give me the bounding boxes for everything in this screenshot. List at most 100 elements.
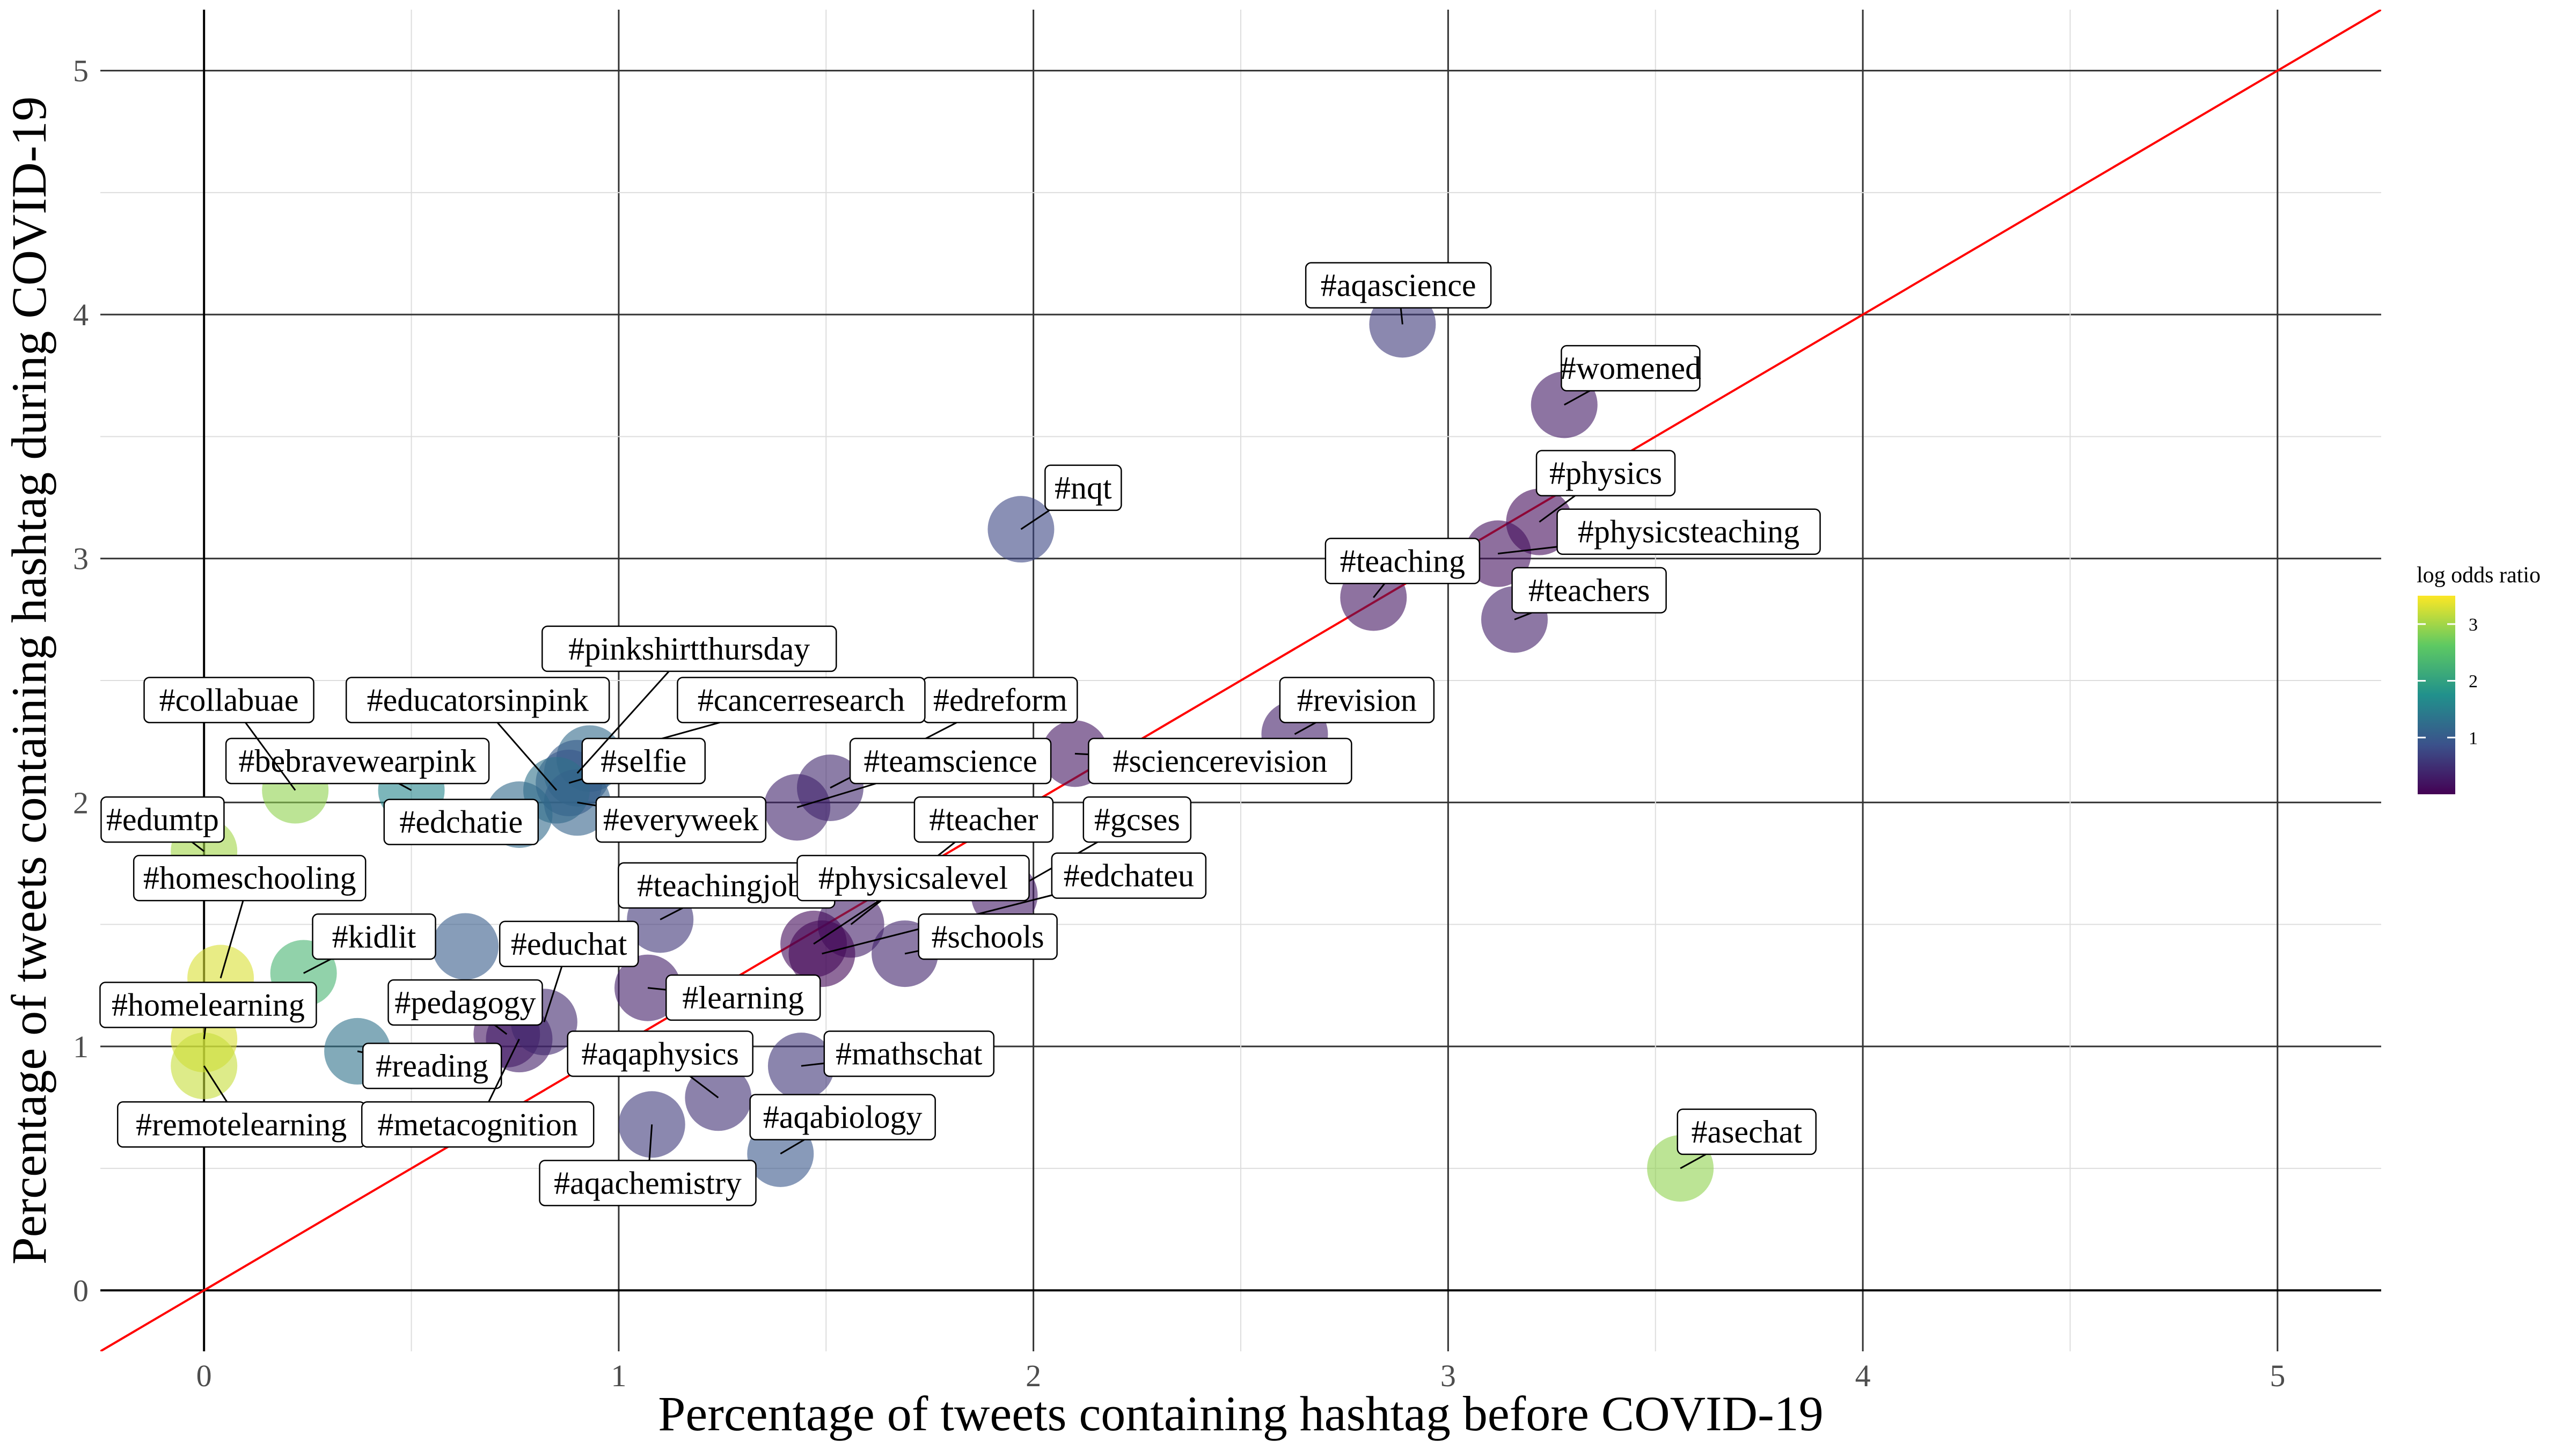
label-box: [1677, 1108, 1817, 1155]
legend-tick-label: 3: [2469, 615, 2478, 635]
label-leader: [647, 987, 667, 991]
point-label: #pinkshirtthursday: [568, 631, 810, 667]
label-box: [677, 677, 926, 723]
x-tick-label: 0: [196, 1358, 212, 1393]
point-label: #physicsalevel: [818, 860, 1008, 896]
point: [171, 1033, 238, 1100]
point-label: #mathschat: [836, 1036, 983, 1071]
label-box: [1044, 464, 1122, 511]
label-box: [99, 982, 317, 1028]
label-leader: [1539, 495, 1576, 523]
label-leader: [494, 1024, 508, 1035]
label-leader: [398, 782, 412, 791]
point-label: #teachingjobs: [637, 868, 816, 903]
label-box: [1082, 796, 1192, 843]
label-leader: [1074, 752, 1089, 756]
label-box: [345, 677, 610, 723]
label-leader: [1020, 509, 1050, 530]
x-tick-label: 1: [611, 1358, 626, 1393]
label-leader: [488, 1038, 520, 1102]
label-box: [225, 737, 490, 785]
label-leader: [689, 1075, 719, 1099]
labels-layer: #aqascience #womened #physics #physicsteach…: [99, 262, 1821, 1206]
point-label: #collabuae: [159, 682, 299, 718]
legend-tick-label: 1: [2469, 728, 2478, 748]
point-label: #aqabiology: [763, 1100, 923, 1135]
x-tick-label: 4: [1855, 1358, 1871, 1393]
x-axis-title: Percentage of tweets containing hashtag …: [658, 1386, 1823, 1441]
point-label: #educhat: [511, 926, 627, 962]
x-axis-ticks: 0 1 2 3 4 5: [196, 1358, 2286, 1393]
point-label: #everyweek: [603, 802, 759, 837]
point-label: #physicsteaching: [1578, 514, 1799, 550]
label-leader: [568, 778, 583, 784]
label-leader: [904, 950, 919, 955]
y-tick-label: 1: [73, 1029, 89, 1064]
label-box: [133, 854, 367, 902]
label-box: [1511, 567, 1667, 614]
label-box: [1561, 345, 1701, 392]
label-leader: [796, 782, 876, 808]
label-box: [100, 796, 225, 843]
legend: log odds ratio 1 2 3: [2417, 563, 2541, 794]
label-leader: [543, 966, 563, 1022]
label-box: [665, 974, 821, 1021]
label-leader: [219, 900, 244, 978]
label-box: [581, 737, 706, 785]
point-label: #kidlit: [332, 919, 416, 954]
label-leader: [1400, 308, 1403, 325]
point-label: #bebravewearpink: [239, 743, 477, 779]
point-label: #pedagogy: [394, 985, 536, 1020]
x-tick-label: 5: [2270, 1358, 2285, 1393]
label-leader: [245, 722, 296, 791]
label-leader: [813, 899, 880, 945]
point-label: #selfie: [601, 743, 686, 779]
legend-ticks: 1 2 3: [2418, 615, 2478, 748]
label-leader: [1497, 546, 1557, 555]
label-leader: [660, 907, 683, 920]
point-label: #cancerresearch: [698, 682, 905, 718]
label-box: [1088, 737, 1352, 785]
point-label: #edchatie: [399, 804, 523, 840]
point-label: #sciencerevision: [1113, 743, 1327, 779]
legend-tick-label: 2: [2469, 672, 2478, 692]
y-axis-ticks: 0 1 2 3 4 5: [73, 54, 89, 1308]
label-box: [749, 1094, 936, 1140]
point-label: #educatorsinpink: [367, 682, 589, 718]
label-box: [143, 677, 314, 723]
label-leader: [203, 1065, 228, 1103]
y-tick-label: 3: [73, 541, 89, 576]
point-label: #aqascience: [1321, 268, 1476, 303]
point-label: #homelearning: [112, 987, 305, 1023]
label-box: [383, 799, 539, 845]
label-leader: [1373, 583, 1386, 598]
label-box: [361, 1101, 595, 1148]
point-label: #teaching: [1340, 543, 1465, 579]
y-tick-label: 4: [73, 297, 89, 332]
label-leader: [1680, 1153, 1707, 1169]
point-label: #schools: [932, 919, 1044, 954]
label-box: [913, 796, 1054, 843]
point-label: #nqt: [1055, 470, 1112, 506]
label-box: [1535, 450, 1676, 496]
point-label: #edumtp: [106, 802, 219, 837]
label-leader: [577, 801, 597, 807]
label-leader: [191, 841, 205, 852]
point-label: #reading: [376, 1048, 488, 1084]
label-box: [918, 913, 1058, 960]
y-tick-label: 2: [73, 785, 89, 820]
point-label: #homeschooling: [143, 860, 356, 896]
point-label: #asechat: [1691, 1114, 1802, 1150]
label-leader: [1514, 612, 1532, 620]
label-box: [1556, 508, 1821, 555]
label-box: [387, 979, 543, 1026]
label-leader: [496, 722, 558, 791]
label-box: [796, 854, 1030, 902]
y-tick-label: 0: [73, 1273, 89, 1308]
label-leader: [648, 1124, 653, 1161]
label-box: [595, 796, 767, 843]
point-label: #metacognition: [378, 1107, 578, 1142]
point: [987, 496, 1055, 563]
point-label: #aqachemistry: [554, 1165, 742, 1201]
legend-colorbar: [2418, 596, 2455, 794]
